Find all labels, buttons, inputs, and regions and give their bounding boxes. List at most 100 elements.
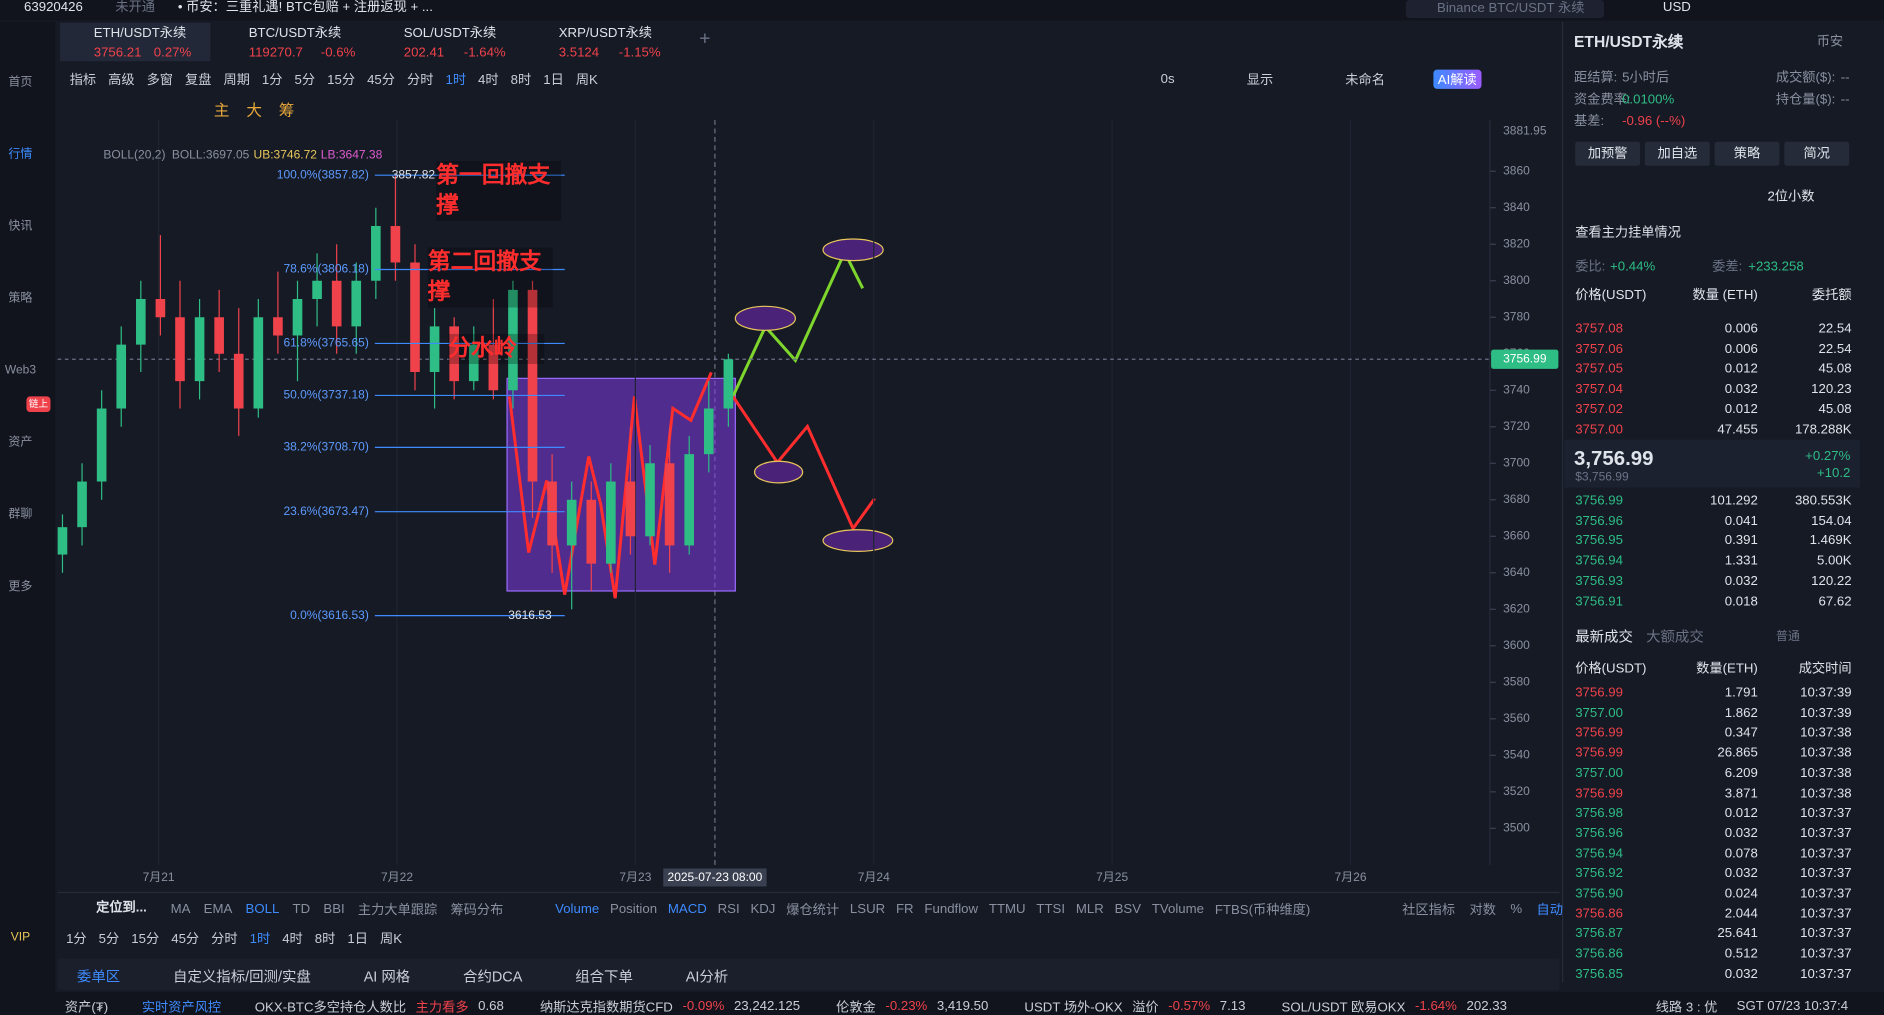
trade-tab[interactable]: 大额成交 bbox=[1646, 628, 1704, 646]
indicator-item[interactable]: Position bbox=[610, 902, 658, 917]
toolbar-item[interactable]: 复盘 bbox=[185, 73, 212, 88]
indicator-item[interactable]: TTMU bbox=[988, 902, 1026, 917]
period-item[interactable]: 分时 bbox=[211, 932, 238, 947]
add-tab[interactable]: + bbox=[699, 28, 711, 50]
sidebar-item[interactable]: 行情 bbox=[8, 147, 33, 161]
trade-tab[interactable]: 普通 bbox=[1775, 630, 1800, 644]
indicator-item[interactable]: Fundflow bbox=[924, 902, 979, 917]
toolbar-item[interactable]: 多窗 bbox=[146, 73, 174, 88]
indicator-item[interactable]: LSUR bbox=[849, 902, 886, 917]
toolbar-right-item[interactable]: AI解读 bbox=[1432, 69, 1482, 89]
sidebar-item[interactable]: Web3 bbox=[4, 363, 37, 378]
toolbar-item[interactable]: 高级 bbox=[108, 73, 135, 88]
sidebar-item[interactable]: VIP bbox=[10, 930, 31, 945]
indicator-item[interactable]: FTBS(币种维度) bbox=[1214, 903, 1311, 918]
bottom-tab[interactable]: 自定义指标/回测/实盘 bbox=[173, 968, 311, 985]
sidebar-item[interactable]: 策略 bbox=[8, 291, 33, 306]
indicator-item[interactable]: MA bbox=[170, 902, 191, 917]
tab-name[interactable]: SOL/USDT永续 bbox=[403, 26, 497, 41]
tab-price[interactable]: 3756.21 bbox=[93, 45, 142, 61]
indicator-item[interactable]: Volume bbox=[555, 902, 600, 917]
sidebar-item[interactable]: 资产 bbox=[8, 436, 33, 450]
tab-name[interactable]: BTC/USDT永续 bbox=[248, 26, 342, 41]
toolbar-right-item[interactable]: 显示 bbox=[1246, 73, 1274, 88]
toolbar-item[interactable]: 指标 bbox=[69, 73, 97, 88]
indicator-item[interactable]: BOLL bbox=[245, 902, 280, 917]
tab-price[interactable]: 119270.7 bbox=[248, 45, 303, 61]
tab-change[interactable]: -0.6% bbox=[320, 45, 356, 61]
tab-change[interactable]: -1.15% bbox=[618, 45, 661, 61]
bottom-tab[interactable]: 组合下单 bbox=[575, 968, 633, 985]
toolbar-item[interactable]: 45分 bbox=[367, 73, 396, 88]
toolbar-item[interactable]: 周期 bbox=[223, 73, 250, 88]
panel-button[interactable]: 简况 bbox=[1784, 141, 1850, 166]
tab-price[interactable]: 3.5124 bbox=[558, 45, 600, 61]
period-item[interactable]: 1时 bbox=[249, 932, 271, 947]
toolbar-item[interactable]: 8时 bbox=[510, 73, 532, 88]
sidebar-item[interactable]: 更多 bbox=[8, 580, 33, 594]
indicator-item[interactable]: BBI bbox=[323, 902, 345, 917]
period-item[interactable]: 4时 bbox=[282, 932, 303, 947]
sidebar-item[interactable]: 群聊 bbox=[8, 508, 33, 522]
indicator-item[interactable]: MLR bbox=[1075, 902, 1104, 917]
drawing-tool[interactable]: 主 bbox=[213, 100, 230, 119]
whale-toggle[interactable]: 查看主力挂单情况 bbox=[1575, 225, 1681, 241]
tab-name[interactable]: XRP/USDT永续 bbox=[558, 26, 652, 41]
toolbar-item[interactable]: 1分 bbox=[261, 73, 283, 88]
indicator-item[interactable]: TD bbox=[292, 902, 311, 917]
bottom-tab[interactable]: 委单区 bbox=[76, 968, 121, 985]
drawing-tool[interactable]: 筹 bbox=[278, 100, 295, 119]
panel-button[interactable]: 加预警 bbox=[1575, 141, 1641, 166]
decimals-select[interactable]: 2位小数 bbox=[1767, 189, 1815, 205]
sidebar-item[interactable]: 首页 bbox=[8, 75, 33, 89]
toolbar-item[interactable]: 周K bbox=[575, 73, 598, 88]
indicator-item[interactable]: BSV bbox=[1114, 902, 1142, 917]
toolbar-item[interactable]: 分时 bbox=[407, 73, 434, 88]
period-item[interactable]: 1分 bbox=[66, 932, 87, 947]
sidebar-item[interactable]: 快讯 bbox=[8, 219, 33, 234]
toolbar-item[interactable]: 1日 bbox=[543, 73, 564, 88]
tab-price[interactable]: 202.41 bbox=[403, 45, 445, 61]
tab-name[interactable]: ETH/USDT永续 bbox=[93, 26, 187, 41]
indicator-item[interactable]: RSI bbox=[717, 902, 740, 917]
bottom-tab[interactable]: AI分析 bbox=[685, 968, 729, 985]
bottom-tab[interactable]: AI 网格 bbox=[363, 968, 411, 985]
indicator-item[interactable]: EMA bbox=[203, 902, 233, 917]
indicator-option[interactable]: 自动 bbox=[1536, 903, 1563, 918]
period-item[interactable]: 周K bbox=[379, 932, 403, 947]
toolbar-item[interactable]: 4时 bbox=[478, 73, 499, 88]
period-item[interactable]: 8时 bbox=[314, 932, 336, 947]
trade-tab[interactable]: 最新成交 bbox=[1575, 628, 1633, 646]
search-box[interactable] bbox=[1405, 0, 1605, 19]
toolbar-item[interactable]: 15分 bbox=[327, 73, 356, 88]
indicator-item[interactable]: MACD bbox=[667, 902, 707, 917]
toolbar-item[interactable]: 1时 bbox=[445, 73, 467, 88]
active-tab[interactable] bbox=[60, 22, 211, 62]
bottom-tab[interactable]: 合约DCA bbox=[463, 968, 523, 985]
period-item[interactable]: 5分 bbox=[98, 932, 120, 947]
toolbar-item[interactable]: 5分 bbox=[294, 73, 316, 88]
indicator-item[interactable]: TVolume bbox=[1151, 902, 1205, 917]
currency-select[interactable]: USD bbox=[1662, 0, 1691, 15]
indicator-item[interactable]: KDJ bbox=[750, 902, 776, 917]
indicator-item[interactable]: TTSI bbox=[1036, 902, 1066, 917]
tab-change[interactable]: -1.64% bbox=[463, 45, 506, 61]
panel-button[interactable]: 策略 bbox=[1714, 141, 1780, 166]
toolbar-right-item[interactable]: 0s bbox=[1160, 72, 1175, 87]
locate-button[interactable]: 定位到... bbox=[96, 900, 147, 916]
panel-button[interactable]: 加自选 bbox=[1644, 141, 1710, 166]
period-item[interactable]: 45分 bbox=[171, 932, 200, 947]
toolbar-right-item[interactable]: 未命名 bbox=[1345, 73, 1385, 88]
indicator-option[interactable]: 社区指标 bbox=[1402, 903, 1456, 918]
indicator-option[interactable]: % bbox=[1510, 902, 1523, 917]
indicator-option[interactable]: 对数 bbox=[1469, 903, 1496, 918]
indicator-item[interactable]: 爆仓统计 bbox=[786, 903, 840, 918]
period-item[interactable]: 1日 bbox=[347, 932, 368, 947]
tab-change[interactable]: 0.27% bbox=[153, 45, 192, 61]
indicator-item[interactable]: 主力大单跟踪 bbox=[357, 903, 438, 918]
period-item[interactable]: 15分 bbox=[131, 932, 160, 947]
indicator-item[interactable]: FR bbox=[895, 902, 914, 917]
drawing-tool[interactable]: 大 bbox=[246, 100, 262, 119]
search-input[interactable]: Binance BTC/USDT 永续 bbox=[1437, 1, 1585, 16]
indicator-item[interactable]: 筹码分布 bbox=[450, 903, 504, 918]
